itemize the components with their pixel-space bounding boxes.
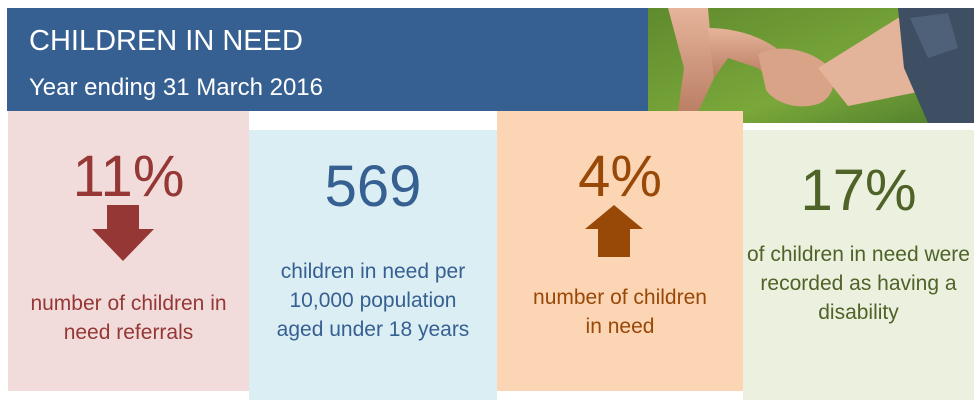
page-title: CHILDREN IN NEED: [29, 25, 303, 57]
stat-value: 569: [324, 154, 422, 219]
stat-card-number-in-need: 4% number of children in need: [497, 111, 743, 391]
arrow-down-icon: [92, 205, 154, 261]
stat-value: 11%: [72, 144, 185, 209]
page-subtitle: Year ending 31 March 2016: [29, 74, 323, 101]
stat-card-rate-per-10000: 569 children in need per 10,000 populati…: [249, 130, 497, 400]
stat-description: number of children in need: [533, 286, 707, 338]
stat-description: number of children in need referrals: [30, 292, 227, 344]
holding-hands-photo: [648, 8, 974, 123]
stat-card-referrals: 11% number of children in need referrals: [8, 111, 249, 391]
arrow-up-icon: [585, 205, 643, 257]
stat-card-disability: 17% of children in need were recorded as…: [743, 130, 974, 400]
stat-value: 17%: [800, 158, 917, 223]
stat-value: 4%: [578, 144, 662, 209]
header-banner: CHILDREN IN NEED Year ending 31 March 20…: [7, 8, 648, 111]
stat-description: children in need per 10,000 population a…: [276, 260, 470, 341]
stat-description: of children in need were recorded as hav…: [747, 243, 970, 324]
